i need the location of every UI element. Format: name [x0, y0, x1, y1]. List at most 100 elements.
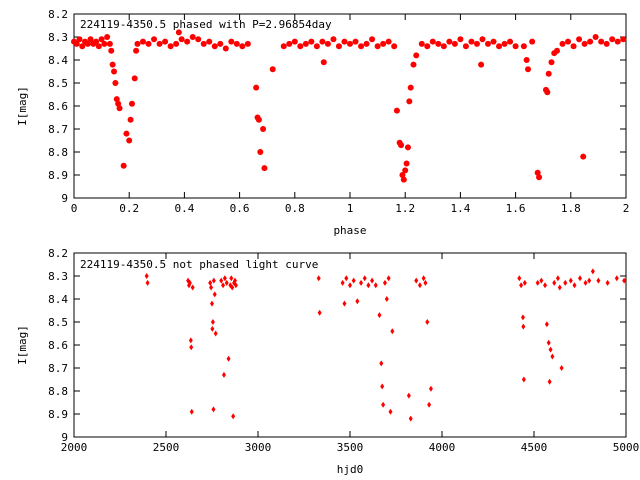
- data-point: [407, 84, 414, 91]
- data-point: [512, 43, 519, 50]
- data-point: [523, 57, 530, 63]
- data-point: [319, 38, 326, 45]
- data-point: [291, 38, 298, 45]
- data-point: [457, 36, 464, 43]
- data-point: [363, 40, 370, 47]
- x-tick-label: 3000: [245, 441, 272, 454]
- axis-ticks: 2000 2500 3000 3500 4000 4500 5000 8.2 8.3 8.4 8.5…: [48, 247, 639, 454]
- data-point: [93, 38, 100, 45]
- data-point: [352, 38, 359, 45]
- data-point: [563, 279, 568, 286]
- y-tick-label: 8.9: [48, 169, 68, 182]
- data-point: [210, 325, 215, 332]
- data-point: [428, 385, 433, 392]
- data-point: [95, 43, 102, 50]
- data-point: [115, 100, 122, 107]
- data-point: [184, 38, 191, 45]
- data-point: [490, 38, 497, 45]
- data-point: [384, 296, 389, 302]
- data-point: [386, 275, 391, 282]
- data-point: [112, 80, 119, 86]
- data-point: [209, 284, 214, 291]
- x-axis-label: phase: [333, 224, 366, 237]
- data-point: [233, 282, 238, 289]
- data-point: [127, 116, 134, 123]
- y-tick-label: 8.3: [48, 31, 68, 44]
- data-point: [521, 376, 526, 383]
- data-point: [429, 38, 436, 45]
- data-point: [478, 61, 485, 68]
- data-point: [126, 137, 133, 144]
- data-point: [390, 328, 395, 335]
- data-point: [222, 275, 227, 282]
- x-tick-label: 0.8: [285, 202, 305, 215]
- data-point: [590, 268, 595, 275]
- data-point: [221, 282, 226, 289]
- data-point: [362, 275, 367, 282]
- data-point: [221, 371, 226, 378]
- data-point: [162, 38, 169, 45]
- data-point: [213, 330, 218, 337]
- data-point: [206, 38, 213, 45]
- data-point: [195, 36, 202, 43]
- data-point: [614, 38, 621, 45]
- x-tick-label: 1.2: [395, 202, 415, 215]
- data-point: [605, 279, 610, 286]
- data-point: [370, 277, 375, 284]
- data-point: [358, 43, 365, 50]
- data-point: [359, 279, 364, 286]
- data-point: [369, 36, 376, 43]
- data-point: [113, 96, 120, 103]
- phased-light-curve-panel: 224119-4350.5 phased with P=2.96854day p…: [16, 8, 629, 237]
- y-tick-label: 8.7: [48, 362, 68, 375]
- data-point: [576, 36, 583, 43]
- x-tick-label: 0.6: [230, 202, 250, 215]
- data-point: [210, 319, 215, 325]
- data-point: [145, 40, 152, 47]
- y-tick-label: 8.9: [48, 408, 68, 421]
- data-point: [620, 36, 627, 43]
- y-tick-label: 8.3: [48, 270, 68, 283]
- x-axis-label: hjd0: [337, 463, 364, 476]
- data-point: [555, 275, 560, 282]
- data-point: [140, 38, 146, 45]
- x-tick-label: 0: [71, 202, 78, 215]
- data-point: [598, 38, 605, 45]
- data-point: [228, 38, 235, 45]
- y-tick-label: 8.2: [48, 247, 68, 260]
- data-points: [144, 268, 627, 422]
- data-point: [175, 29, 182, 36]
- data-point: [131, 75, 138, 82]
- data-point: [128, 100, 135, 107]
- data-point: [208, 279, 213, 286]
- data-point: [351, 277, 356, 284]
- data-point: [570, 43, 577, 50]
- data-point: [423, 279, 428, 286]
- data-point: [399, 172, 406, 178]
- data-point: [539, 277, 544, 284]
- data-point: [255, 116, 262, 123]
- data-point: [348, 282, 352, 289]
- data-point: [260, 126, 267, 132]
- data-point: [210, 300, 214, 307]
- y-tick-label: 8.7: [48, 123, 68, 136]
- data-point: [520, 314, 525, 321]
- data-point: [592, 34, 599, 40]
- data-point: [414, 277, 419, 284]
- data-point: [435, 40, 442, 47]
- data-point: [230, 284, 235, 291]
- x-tick-label: 1.8: [561, 202, 581, 215]
- data-point: [98, 36, 105, 43]
- data-point: [297, 43, 304, 50]
- data-point: [231, 413, 236, 420]
- data-point: [211, 277, 216, 284]
- unphased-light-curve-panel: 224119-4350.5 not phased light curve hjd…: [16, 247, 639, 476]
- data-point: [286, 40, 293, 47]
- data-point: [479, 36, 486, 43]
- data-point: [519, 282, 524, 289]
- data-point: [559, 365, 564, 371]
- data-point: [521, 323, 526, 330]
- data-points: [71, 29, 627, 183]
- data-point: [79, 43, 86, 50]
- data-point: [253, 84, 260, 91]
